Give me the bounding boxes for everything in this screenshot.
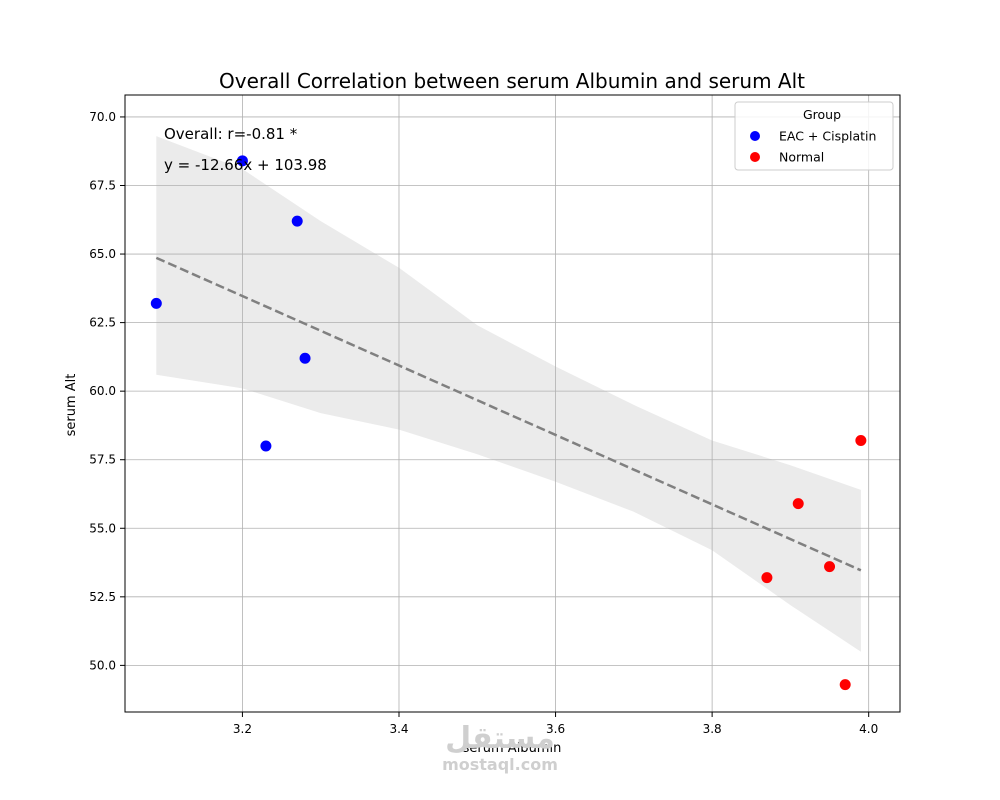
x-tick-label: 3.6 [546,722,565,736]
y-tick-label: 65.0 [89,247,116,261]
data-point-normal [839,679,851,691]
legend-label: EAC + Cisplatin [779,129,876,144]
x-tick-label: 4.0 [859,722,878,736]
y-tick-label: 67.5 [89,178,116,192]
legend-marker [750,131,760,141]
legend-marker [750,152,760,162]
points-layer [150,155,867,691]
confidence-band [156,136,861,652]
data-point-eac-cisplatin [260,440,272,452]
annotation-text: Overall: r=-0.81 * [164,125,298,143]
data-point-normal [824,561,836,573]
y-tick-label: 60.0 [89,384,116,398]
x-axis-label: serum Albumin [463,741,562,756]
legend: Group EAC + Cisplatin Normal [734,101,894,171]
data-point-normal [792,498,804,510]
y-tick-label: 70.0 [89,110,116,124]
legend-title: Group [803,107,841,122]
data-point-eac-cisplatin [236,155,248,167]
y-tick-label: 57.5 [89,453,116,467]
confidence-band-layer [156,136,861,652]
x-tick-label: 3.2 [233,722,252,736]
axes-layer: 3.2 3.4 3.6 3.8 4.0 50.0 52.5 55.0 57.5 60.0 62.5 6… [89,94,901,736]
data-point-eac-cisplatin [150,297,162,309]
y-tick-label: 62.5 [89,316,116,330]
x-tick-label: 3.4 [389,722,408,736]
watermark-logo: مستقل [445,721,555,756]
chart-title: Overall Correlation between serum Albumi… [219,69,805,93]
data-point-normal [761,572,773,584]
regression-line [155,256,862,572]
annotation-layer: Overall: r=-0.81 * y = -12.66x + 103.98 [164,125,327,174]
regression-layer [155,256,862,572]
legend-box [734,101,894,171]
y-axis-label: serum Alt [64,374,79,437]
y-tick-label: 55.0 [89,521,116,535]
y-tick-label: 52.5 [89,590,116,604]
legend-label: Normal [779,150,824,165]
x-tick-label: 3.8 [703,722,722,736]
annotation-text: y = -12.66x + 103.98 [164,156,327,174]
plot-frame [124,94,901,713]
data-point-normal [855,435,867,447]
data-point-eac-cisplatin [291,215,303,227]
watermark: مستقل mostaql.com [440,722,560,774]
data-point-eac-cisplatin [299,352,311,364]
y-tick-label: 50.0 [89,658,116,672]
watermark-text: mostaql.com [442,755,558,774]
